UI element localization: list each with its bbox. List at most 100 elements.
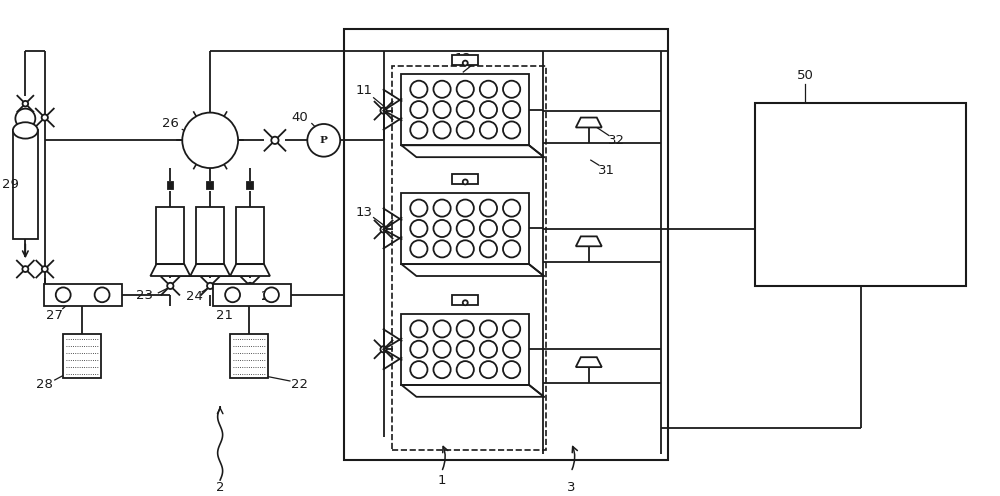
Circle shape	[247, 283, 253, 289]
Circle shape	[410, 240, 427, 257]
Circle shape	[457, 320, 474, 337]
Circle shape	[433, 101, 451, 118]
Circle shape	[380, 346, 387, 352]
Circle shape	[380, 226, 387, 233]
Text: 22: 22	[291, 378, 308, 391]
Circle shape	[503, 361, 520, 378]
Text: 1: 1	[437, 475, 446, 488]
Polygon shape	[230, 264, 270, 276]
Bar	[247, 182, 253, 189]
Text: 40: 40	[291, 111, 308, 124]
Circle shape	[22, 266, 28, 272]
Circle shape	[480, 320, 497, 337]
Text: 11: 11	[355, 84, 372, 97]
Circle shape	[410, 81, 427, 98]
Circle shape	[503, 101, 520, 118]
Bar	[452, 174, 478, 184]
Circle shape	[307, 124, 340, 157]
Circle shape	[457, 341, 474, 358]
Text: 2: 2	[216, 482, 224, 495]
Circle shape	[433, 341, 451, 358]
Circle shape	[433, 199, 451, 217]
Circle shape	[457, 101, 474, 118]
Circle shape	[503, 81, 520, 98]
Bar	[63, 334, 101, 378]
Circle shape	[480, 101, 497, 118]
Circle shape	[503, 320, 520, 337]
Circle shape	[503, 220, 520, 237]
Circle shape	[433, 81, 451, 98]
Text: 21: 21	[216, 309, 233, 322]
Circle shape	[380, 108, 387, 114]
Circle shape	[410, 320, 427, 337]
Bar	[156, 207, 184, 264]
Circle shape	[410, 101, 427, 118]
Bar	[401, 313, 529, 385]
Bar	[207, 182, 213, 189]
Circle shape	[457, 122, 474, 138]
Circle shape	[225, 287, 240, 302]
Bar	[196, 207, 224, 264]
Ellipse shape	[13, 122, 38, 138]
Bar	[392, 66, 546, 450]
Circle shape	[503, 341, 520, 358]
Circle shape	[167, 283, 173, 289]
Text: 31: 31	[598, 164, 615, 177]
Circle shape	[433, 240, 451, 257]
Text: 50: 50	[797, 69, 813, 82]
Bar	[452, 55, 478, 65]
Circle shape	[410, 122, 427, 138]
Text: 25: 25	[261, 290, 278, 303]
Circle shape	[463, 180, 468, 185]
Circle shape	[480, 361, 497, 378]
Text: 23: 23	[136, 289, 153, 302]
Polygon shape	[576, 237, 602, 247]
Circle shape	[503, 122, 520, 138]
Circle shape	[503, 199, 520, 217]
Bar	[755, 103, 966, 286]
Circle shape	[23, 101, 28, 107]
Circle shape	[42, 115, 48, 121]
Text: 27: 27	[46, 309, 63, 322]
Bar	[168, 182, 173, 189]
Circle shape	[433, 220, 451, 237]
Text: 28: 28	[36, 378, 53, 391]
Circle shape	[207, 283, 213, 289]
Text: 12: 12	[455, 52, 472, 64]
Bar	[401, 74, 529, 145]
Circle shape	[56, 287, 71, 302]
Circle shape	[433, 361, 451, 378]
Polygon shape	[576, 118, 602, 127]
Circle shape	[457, 199, 474, 217]
Circle shape	[457, 81, 474, 98]
Bar	[13, 130, 38, 240]
Circle shape	[480, 122, 497, 138]
Circle shape	[410, 361, 427, 378]
Circle shape	[457, 220, 474, 237]
Circle shape	[463, 300, 468, 305]
Circle shape	[433, 320, 451, 337]
Text: 29: 29	[2, 179, 19, 191]
Polygon shape	[150, 264, 190, 276]
Text: 24: 24	[186, 290, 203, 303]
Circle shape	[457, 240, 474, 257]
Circle shape	[433, 122, 451, 138]
Polygon shape	[576, 357, 602, 367]
Circle shape	[457, 361, 474, 378]
Bar	[401, 193, 529, 264]
Text: 26: 26	[162, 117, 179, 130]
Circle shape	[480, 341, 497, 358]
Circle shape	[264, 287, 279, 302]
Text: 3: 3	[567, 482, 575, 495]
Circle shape	[480, 81, 497, 98]
Circle shape	[15, 109, 35, 128]
Text: 32: 32	[608, 134, 625, 147]
Circle shape	[95, 287, 110, 302]
Polygon shape	[190, 264, 230, 276]
Bar	[230, 334, 268, 378]
Bar	[44, 284, 122, 306]
Circle shape	[182, 113, 238, 168]
Circle shape	[503, 240, 520, 257]
Bar	[452, 295, 478, 305]
Circle shape	[410, 220, 427, 237]
